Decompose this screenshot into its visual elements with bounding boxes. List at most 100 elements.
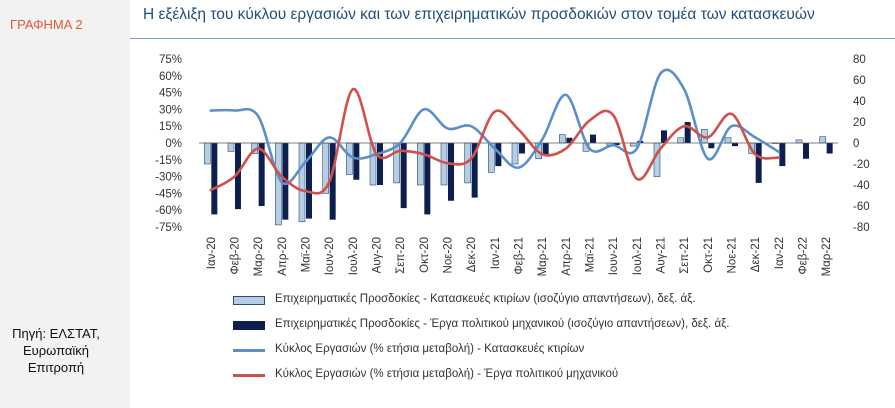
x-axis-tick-label: Ιουλ-21 (632, 237, 644, 275)
x-axis-tick-label: Νοε-20 (443, 237, 455, 273)
right-axis-tick-label: -20 (853, 159, 870, 171)
right-axis-tick-label: 40 (853, 96, 866, 108)
bar-civil-confidence (542, 143, 549, 156)
x-axis-tick-label: Αυγ-20 (372, 237, 384, 273)
x-axis-tick-label: Ιουν-21 (608, 237, 620, 275)
chart-panel: Η εξέλιξη του κύκλου εργασιών και των επ… (130, 0, 895, 408)
bar-civil-confidence (590, 134, 596, 143)
bar-civil-confidence (779, 143, 786, 167)
bar-civil-confidence (708, 143, 715, 149)
bar-civil-confidence (471, 143, 478, 198)
bar-building-confidence (275, 142, 282, 226)
bar-civil-confidence (258, 143, 265, 206)
left-axis-tick-label: 45% (159, 88, 182, 100)
x-axis-tick-label: Σεπ-21 (679, 237, 691, 274)
legend-line (233, 374, 265, 377)
legend-label: Επιχειρηματικές Προσδοκίες - Κατασκευές … (275, 293, 696, 305)
x-axis-tick-label: Μαρ-22 (821, 237, 833, 276)
line-building-turnover (209, 68, 781, 186)
bar-building-confidence (559, 134, 566, 144)
left-axis-tick-label: -45% (155, 188, 182, 200)
left-axis-tick-label: -30% (155, 172, 182, 184)
left-axis-tick-label: -60% (155, 205, 182, 217)
chart-title: Η εξέλιξη του κύκλου εργασιών και των επ… (143, 6, 815, 23)
right-axis-tick-label: -40 (853, 180, 870, 192)
legend-label: Κύκλος Εργασιών (% ετήσια μεταβολή) - Έρ… (275, 368, 619, 380)
x-axis-tick-label: Φεβ-21 (514, 237, 526, 275)
source-line: Ευρωπαϊκή (22, 343, 90, 358)
bar-civil-confidence (684, 122, 691, 143)
bar-building-confidence (298, 142, 306, 223)
bar-building-confidence (677, 137, 684, 144)
x-axis-tick-label: Μαρ-20 (253, 237, 265, 276)
x-axis-tick-label: Αυγ-21 (656, 237, 668, 273)
bar-building-confidence (417, 142, 424, 186)
x-axis-tick-label: Φεβ-20 (230, 237, 242, 275)
left-axis-tick-label: 15% (159, 121, 182, 133)
source-note: Πηγή: ΕΛΣΤΑΤ, Ευρωπαϊκή Επιτροπή (0, 325, 112, 376)
x-axis-tick-label: Μαρ-21 (537, 237, 549, 276)
x-axis-tick-label: Οκτ-21 (703, 237, 715, 273)
bar-civil-confidence (519, 143, 525, 154)
x-axis-tick-label: Μαϊ-20 (301, 237, 313, 272)
bar-building-confidence (630, 142, 637, 147)
left-axis-tick-label: 75% (159, 54, 182, 66)
left-axis-tick-label: -75% (155, 222, 182, 234)
bar-civil-confidence (400, 143, 407, 209)
bar-civil-confidence (306, 143, 312, 219)
sidebar: ΓΡΑΦΗΜΑ 2 Πηγή: ΕΛΣΤΑΤ, Ευρωπαϊκή Επιτρο… (0, 0, 118, 408)
left-axis-tick-label: 0% (165, 138, 182, 150)
chart-canvas: 75% 60% 45% 30% 15% 0% -15% -30% -45% -60% -75% 80 6… (155, 54, 870, 276)
x-axis-tick-label: Απρ-20 (277, 237, 289, 276)
bar-civil-confidence (235, 143, 241, 210)
bar-civil-confidence (424, 143, 431, 215)
x-axis-tick-label: Δεκ-21 (750, 237, 762, 272)
bar-building-confidence (346, 142, 353, 175)
bar-building-confidence (204, 142, 211, 165)
bar-building-confidence (724, 137, 732, 144)
x-axis-tick-label: Ιουν-20 (324, 237, 336, 275)
source-line: Πηγή: ΕΛΣΤΑΤ, (12, 326, 100, 341)
x-axis-tick-label: Οκτ-20 (419, 237, 431, 273)
legend-line (233, 349, 265, 352)
title-divider (130, 38, 895, 39)
right-axis-tick-label: 80 (853, 54, 866, 66)
bar-building-confidence (511, 142, 519, 165)
x-axis-tick-label: Ιαν-20 (206, 237, 218, 269)
right-axis-tick-label: -80 (853, 222, 870, 234)
bar-civil-confidence (329, 143, 336, 220)
bar-building-confidence (227, 142, 235, 152)
x-axis-tick-label: Μαϊ-21 (585, 237, 597, 272)
legend-swatch (233, 321, 265, 330)
legend-label: Κύκλος Εργασιών (% ετήσια μεταβολή) - Κα… (275, 343, 585, 355)
bar-civil-confidence (495, 143, 502, 167)
x-axis-tick-label: Φεβ-22 (798, 237, 810, 275)
bar-civil-confidence (826, 143, 833, 154)
left-axis-tick-label: 30% (159, 104, 182, 116)
legend-swatch (233, 296, 265, 305)
bar-building-confidence (393, 142, 400, 184)
legend-label: Επιχειρηματικές Προσδοκίες - Έργα πολιτι… (275, 318, 730, 330)
x-axis-tick-label: Ιαν-21 (490, 237, 502, 269)
source-line: Επιτροπή (27, 360, 85, 375)
right-axis-tick-label: -60 (853, 201, 870, 213)
chart-number-label: ΓΡΑΦΗΜΑ 2 (10, 17, 83, 32)
bar-building-confidence (795, 139, 803, 144)
bar-civil-confidence (377, 143, 383, 185)
x-axis-tick-label: Σεπ-20 (395, 237, 407, 274)
bar-civil-confidence (353, 143, 360, 180)
bar-civil-confidence (211, 143, 218, 215)
bar-civil-confidence (613, 143, 620, 146)
x-axis-tick-label: Απρ-21 (561, 237, 573, 276)
right-axis-tick-label: 60 (853, 75, 866, 87)
bar-building-confidence (819, 136, 826, 144)
line-civil-turnover (209, 87, 781, 195)
right-axis-tick-label: 20 (853, 117, 866, 129)
bar-civil-confidence (755, 143, 762, 183)
x-axis-tick-label: Ιαν-22 (774, 237, 786, 269)
bar-civil-confidence (566, 137, 573, 143)
bar-civil-confidence (448, 143, 454, 201)
x-axis-tick-label: Νοε-21 (727, 237, 739, 273)
bar-civil-confidence (661, 130, 667, 143)
x-axis-tick-label: Ιουλ-20 (348, 237, 360, 275)
